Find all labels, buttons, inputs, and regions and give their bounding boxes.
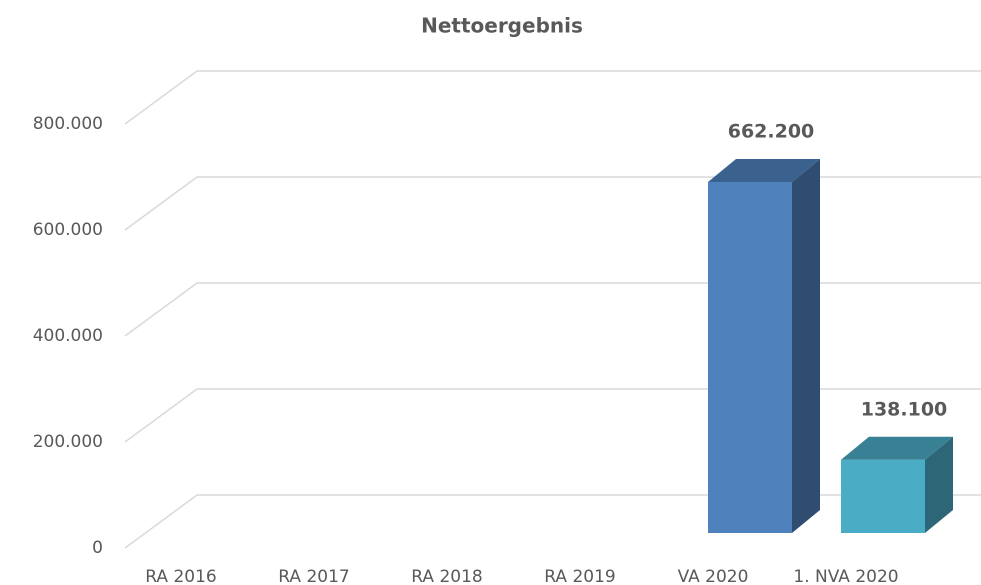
bar-front bbox=[708, 182, 792, 533]
x-tick-label: RA 2019 bbox=[544, 567, 615, 585]
x-tick-label: RA 2016 bbox=[145, 567, 216, 585]
x-tick-label: VA 2020 bbox=[678, 567, 749, 585]
bar-top bbox=[841, 436, 953, 460]
grid-line bbox=[124, 388, 981, 443]
y-tick-label: 800.000 bbox=[33, 114, 103, 134]
data-label: 138.100 bbox=[861, 398, 948, 420]
grid-line bbox=[124, 176, 981, 231]
bar-side bbox=[925, 436, 953, 533]
bar-top bbox=[708, 159, 820, 183]
bar-front bbox=[841, 459, 925, 533]
y-tick-label: 200.000 bbox=[33, 432, 103, 452]
data-label: 662.200 bbox=[728, 121, 815, 143]
grid-line bbox=[124, 282, 981, 337]
bar-side bbox=[792, 159, 820, 533]
chart-title: Nettoergebnis bbox=[421, 14, 583, 38]
bar bbox=[708, 159, 820, 533]
x-tick-label: RA 2018 bbox=[411, 567, 482, 585]
x-tick-label: RA 2017 bbox=[278, 567, 349, 585]
y-tick-label: 600.000 bbox=[33, 220, 103, 240]
bar bbox=[841, 436, 953, 533]
grid-line bbox=[124, 70, 981, 125]
x-tick-label: 1. NVA 2020 bbox=[793, 567, 898, 585]
y-tick-label: 400.000 bbox=[33, 326, 103, 346]
y-tick-label: 0 bbox=[92, 538, 103, 558]
